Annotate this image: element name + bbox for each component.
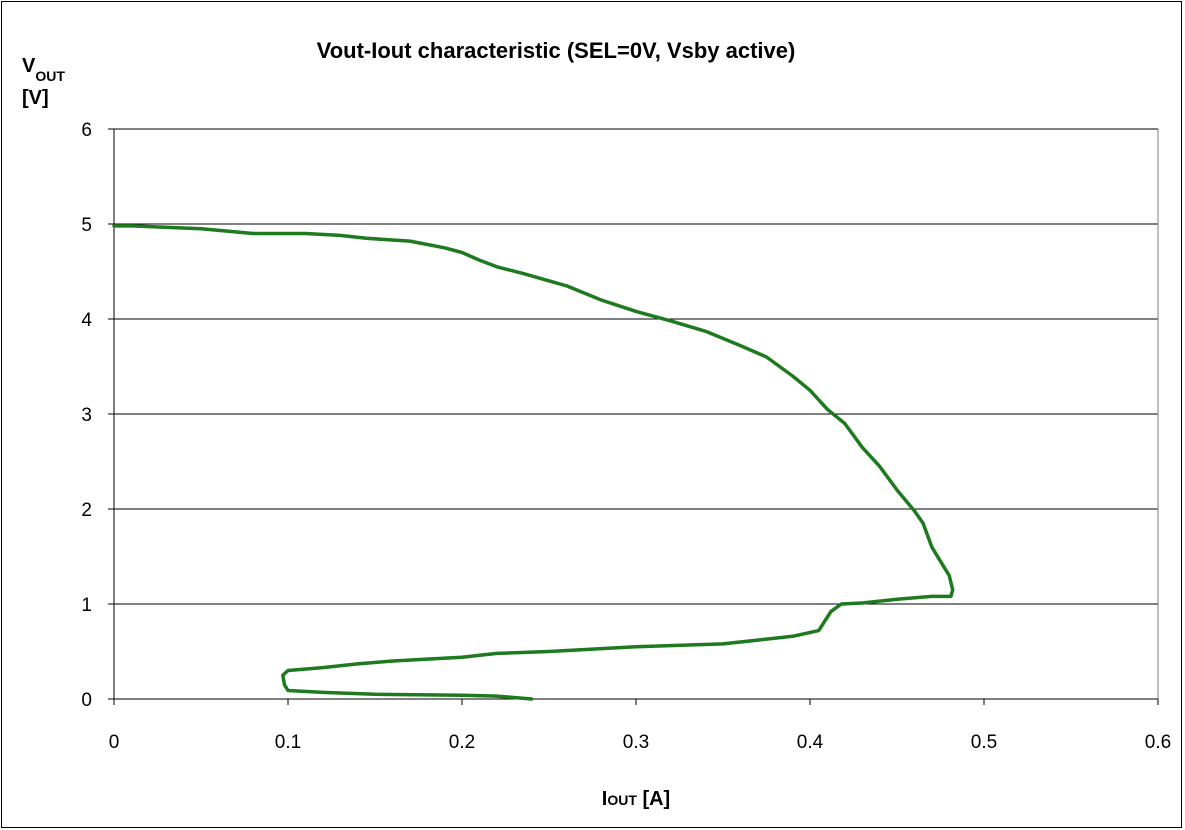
- y-axis-label: VOUT: [22, 55, 65, 84]
- x-axis-label: IOUT [A]: [602, 788, 670, 810]
- x-tick-label: 0.4: [797, 732, 824, 753]
- y-tick-label: 6: [81, 120, 92, 141]
- chart-title: Vout-Iout characteristic (SEL=0V, Vsby a…: [317, 38, 796, 63]
- y-axis-label-main: V: [22, 55, 36, 77]
- y-tick-label: 4: [81, 310, 92, 331]
- x-tick-label: 0.3: [623, 732, 649, 753]
- y-ticks: 0 1 2 3 4 5 6: [81, 120, 114, 711]
- x-axis-label-main: I: [602, 788, 608, 810]
- y-tick-label: 5: [81, 215, 92, 236]
- x-tick-label: 0.2: [449, 732, 475, 753]
- series-group: [112, 224, 955, 701]
- grid: [114, 128, 1159, 699]
- x-axis-label-unit: [A]: [637, 788, 670, 810]
- y-tick-label: 0: [81, 690, 92, 711]
- x-tick-label: 0.1: [275, 732, 301, 753]
- x-tick-label: 0.5: [971, 732, 997, 753]
- x-tick-label: 0.6: [1145, 732, 1171, 753]
- x-ticks: 0 0.1 0.2 0.3 0.4 0.5 0.6: [109, 699, 1171, 753]
- y-axis-unit: [V]: [22, 87, 49, 109]
- y-tick-label: 3: [81, 405, 92, 426]
- y-tick-label: 1: [81, 595, 92, 616]
- y-axis-label-sub: OUT: [35, 68, 65, 84]
- x-axis-label-sub: OUT: [607, 792, 637, 808]
- x-tick-label: 0: [109, 732, 120, 753]
- series-line: [112, 224, 955, 701]
- y-tick-label: 2: [81, 500, 92, 521]
